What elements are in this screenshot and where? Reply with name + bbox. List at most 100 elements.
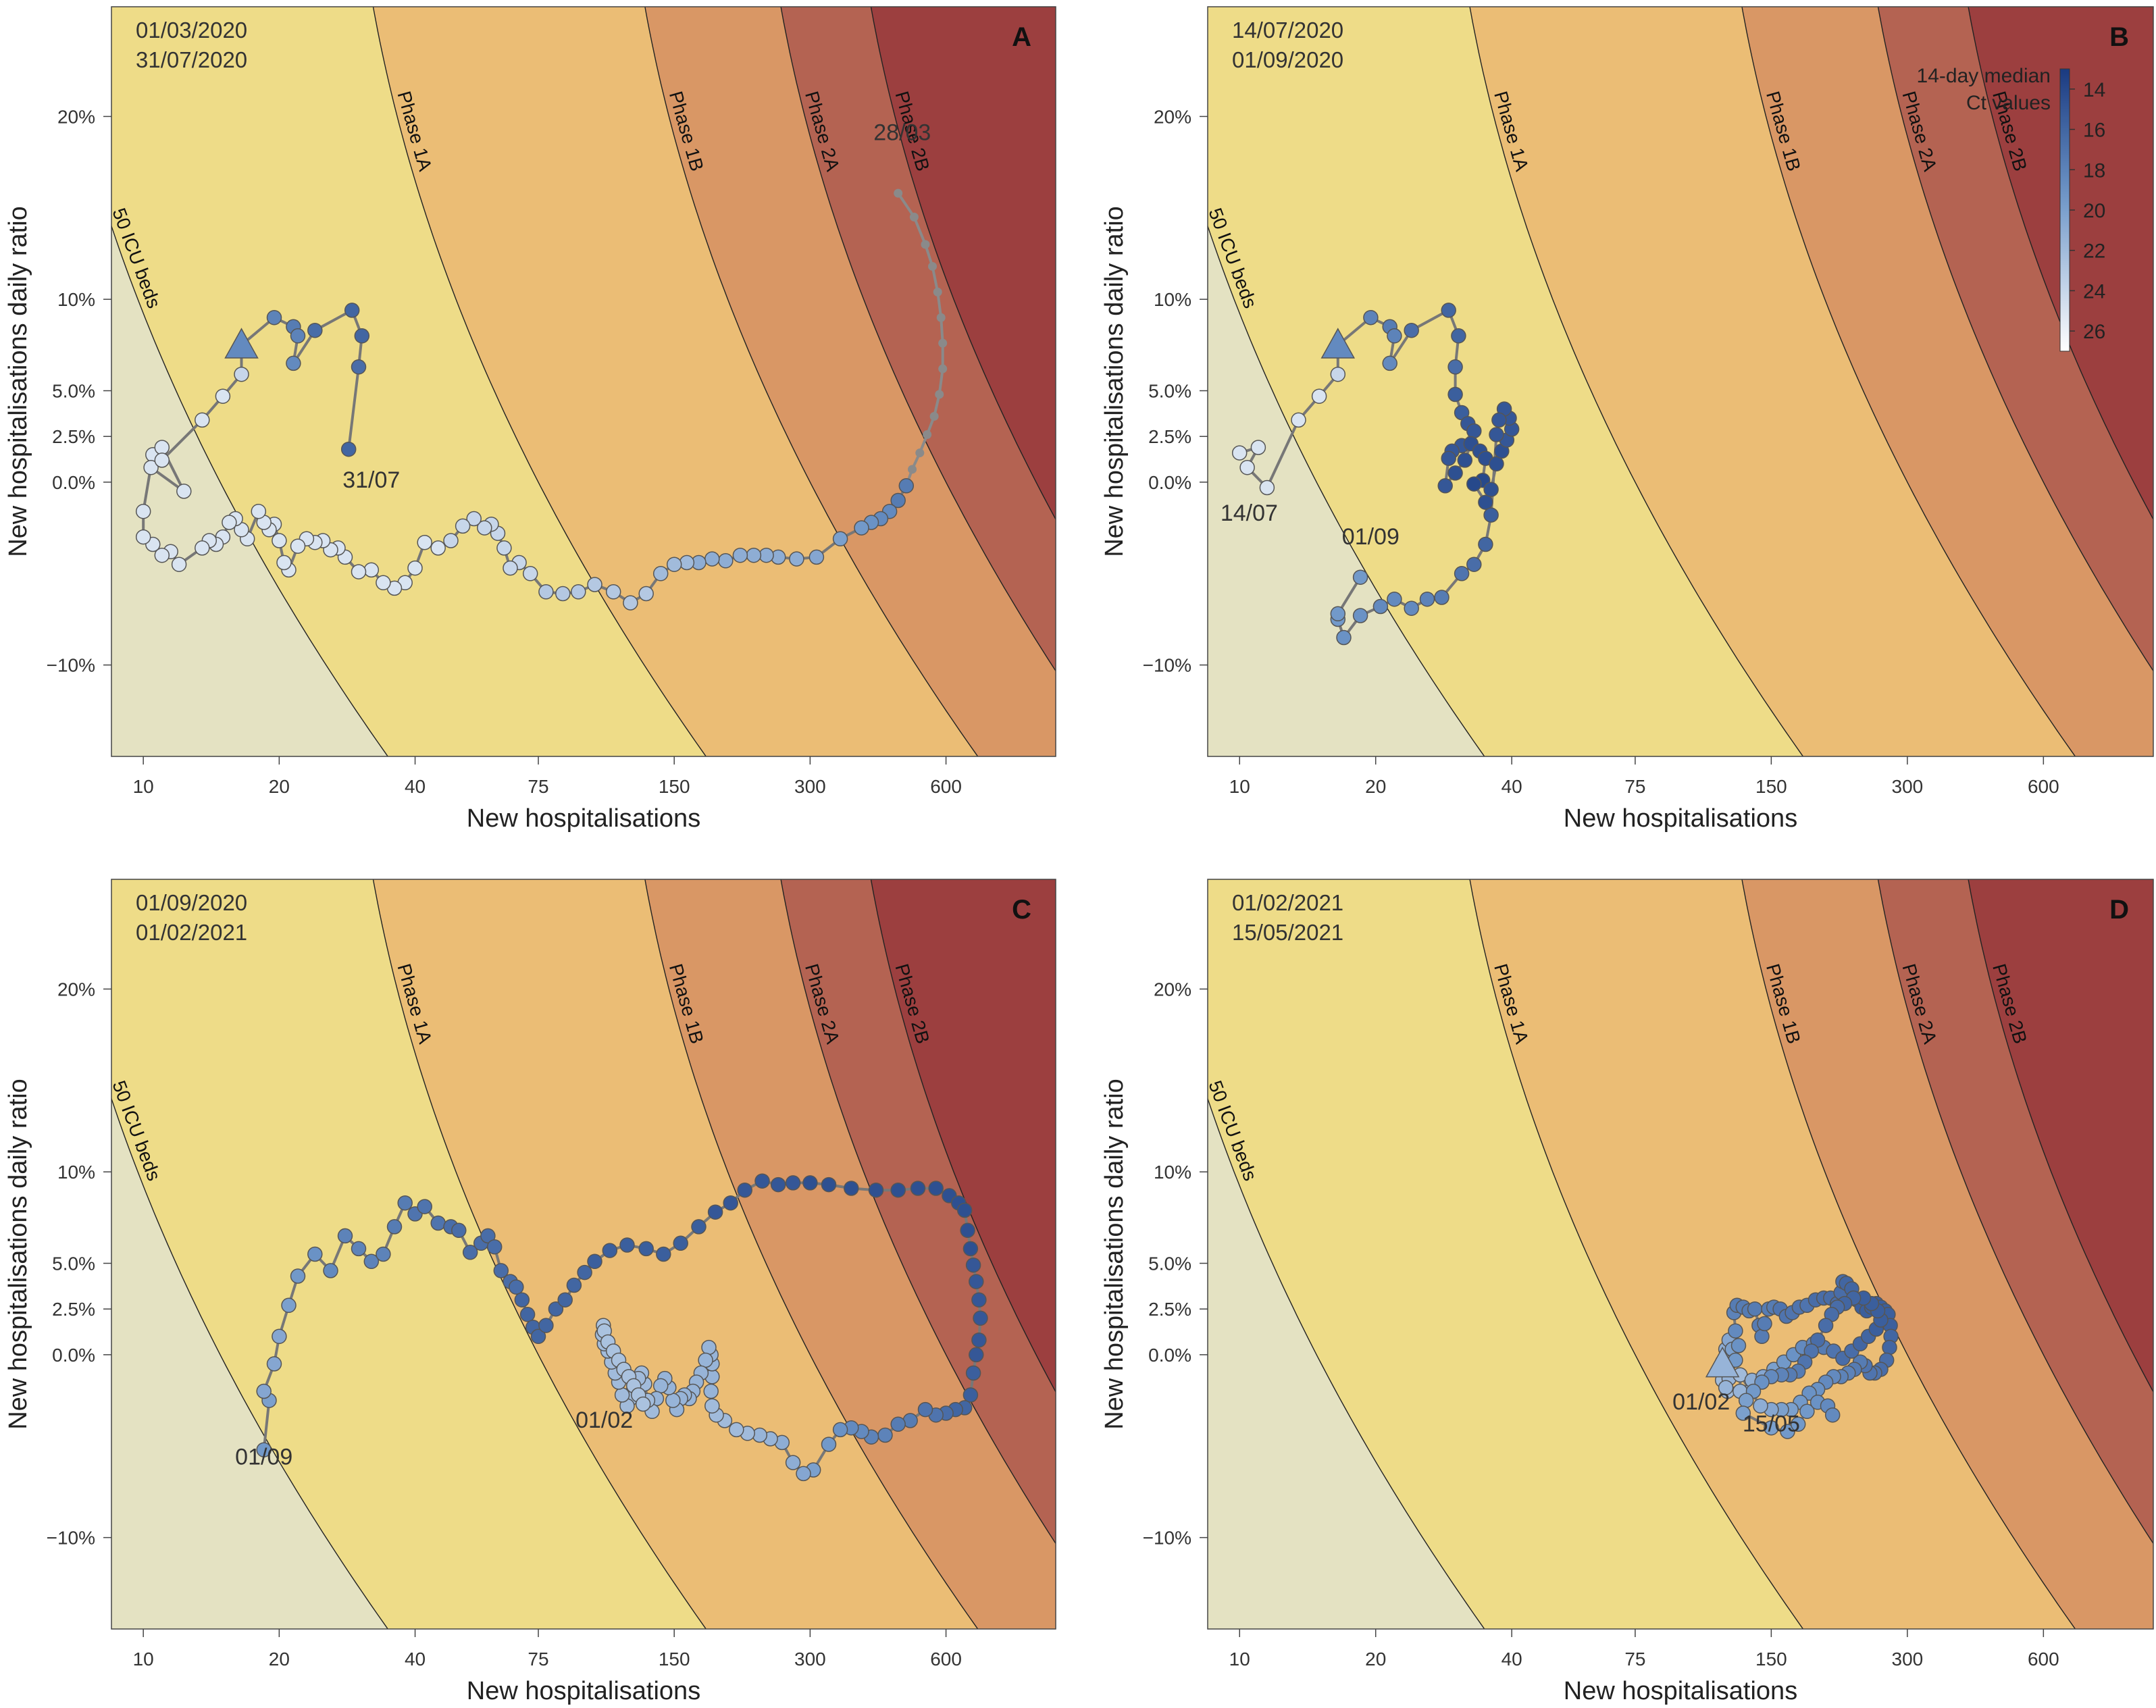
y-tick-label: 20% (57, 106, 95, 127)
data-point (729, 1422, 744, 1438)
data-point (698, 1352, 713, 1368)
data-point (1363, 309, 1379, 326)
data-point (877, 1427, 893, 1443)
data-point (1799, 1403, 1815, 1420)
data-point (1447, 359, 1463, 375)
data-point (363, 1253, 380, 1270)
colorbar-tick-label: 18 (2083, 159, 2105, 182)
data-point (785, 1455, 801, 1470)
data-point (266, 1356, 282, 1372)
data-point (522, 566, 538, 581)
panel-letter: A (1012, 22, 1031, 52)
data-point (965, 1257, 981, 1273)
plot-frame (1207, 6, 2154, 757)
zone-boundary-line (372, 7, 707, 756)
x-tick-label: 75 (1624, 1649, 1645, 1670)
data-point (868, 1182, 884, 1198)
date-annotation: 28/03 (873, 120, 931, 146)
data-point (1790, 1416, 1806, 1432)
y-tick-label: 5.0% (52, 381, 95, 402)
data-point (1728, 1323, 1743, 1339)
date-annotation: 31/07 (342, 467, 400, 493)
data-point (1718, 1380, 1734, 1395)
data-point (956, 1202, 973, 1218)
data-point (530, 1328, 546, 1345)
date-range-start: 01/03/2020 (136, 18, 247, 43)
x-tick-label: 300 (794, 776, 826, 797)
date-range-start: 01/02/2021 (1232, 890, 1343, 915)
data-point (1291, 412, 1306, 428)
data-point (417, 1199, 432, 1214)
data-point (154, 440, 170, 455)
y-tick-label: 2.5% (52, 426, 95, 447)
data-point (154, 452, 170, 468)
data-point (746, 547, 762, 563)
y-tick-label: −10% (1143, 1528, 1191, 1549)
data-point (969, 1274, 984, 1289)
data-point (973, 1310, 988, 1326)
x-axis-title: New hospitalisations (467, 804, 700, 833)
data-point (286, 355, 301, 371)
y-tick-label: 2.5% (1148, 1299, 1191, 1320)
data-point (195, 540, 210, 556)
x-tick-label: 150 (659, 1649, 690, 1670)
data-point (1330, 366, 1346, 382)
data-point (215, 388, 231, 404)
data-point (1434, 590, 1449, 605)
data-point (195, 412, 210, 428)
data-point (614, 1387, 630, 1403)
grey-point (938, 338, 948, 348)
data-point (1447, 465, 1463, 481)
data-point (577, 1264, 592, 1280)
y-tick-label: 2.5% (1148, 426, 1191, 447)
data-point (732, 547, 748, 563)
colorbar-tick-label: 16 (2083, 120, 2105, 142)
grey-point (938, 364, 948, 373)
zone-boundary-line (1741, 879, 2076, 1629)
y-tick-label: 5.0% (52, 1253, 95, 1274)
data-point (272, 1328, 287, 1345)
data-point (351, 1241, 367, 1257)
data-point (832, 531, 848, 547)
colorbar: 14-day median Ct values 14 16 18 20 22 24 26 (1917, 65, 2105, 352)
data-point (555, 586, 571, 602)
grey-point (929, 411, 939, 421)
y-tick-label: 5.0% (1148, 381, 1191, 402)
data-point (509, 1279, 524, 1295)
data-point (354, 328, 370, 344)
data-point (605, 584, 621, 600)
data-point (1747, 1301, 1763, 1317)
colorbar-tick-label: 26 (2083, 321, 2105, 343)
data-point (1239, 459, 1255, 475)
data-point (770, 1176, 786, 1193)
data-point (707, 1204, 723, 1220)
data-point (917, 1401, 933, 1418)
data-point (548, 1301, 564, 1317)
y-tick-label: 10% (1154, 289, 1191, 310)
y-tick-label: −10% (47, 1528, 95, 1549)
x-tick-label: 300 (794, 1649, 826, 1670)
date-range-end: 31/07/2020 (136, 47, 247, 72)
data-point (176, 484, 192, 499)
data-point (477, 520, 492, 536)
data-point (1738, 1393, 1754, 1408)
y-tick-label: 0.0% (52, 1345, 95, 1366)
data-point (496, 540, 512, 556)
data-point (455, 518, 471, 534)
panel-letter: C (1012, 895, 1031, 925)
data-point (1754, 1328, 1770, 1345)
data-point (673, 1235, 688, 1251)
date-range-start: 01/09/2020 (136, 890, 247, 915)
data-point (602, 1243, 618, 1258)
y-tick-label: −10% (1143, 655, 1191, 676)
data-point (666, 557, 682, 572)
data-point (928, 1181, 944, 1196)
data-point (340, 441, 357, 457)
data-point (789, 551, 804, 567)
data-point (1441, 450, 1456, 466)
zone-boundary-line (1877, 879, 2153, 1545)
data-point (971, 1292, 987, 1308)
